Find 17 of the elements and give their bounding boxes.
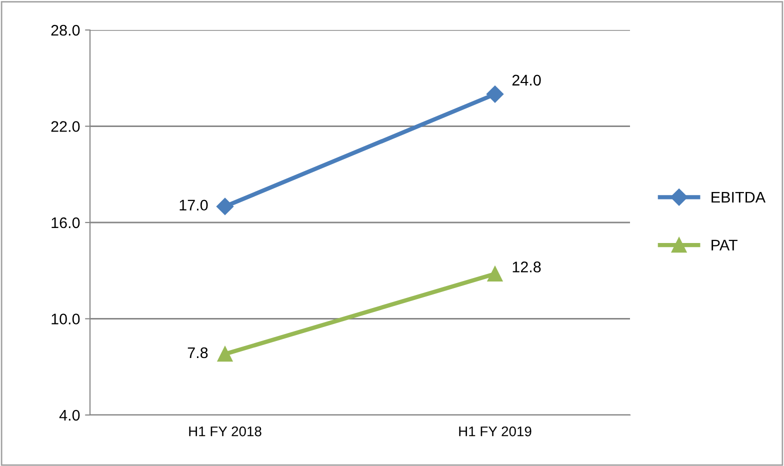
x-tick-label: H1 FY 2019 [459,426,532,436]
point [486,86,504,103]
y-tick-label: 22.0 [51,121,80,132]
y-tick-label: 10.0 [52,314,80,324]
point [487,266,503,282]
data-label: 24.0 [512,74,541,86]
legend-label: PAT [712,240,738,250]
y-tick-label: 4.0 [59,410,80,421]
data-label: 7.8 [188,347,208,358]
legend-label: EBITDA [712,192,766,203]
y-tick-label: 28.0 [51,24,80,36]
point [217,346,233,362]
y-tick-label: 16.0 [52,217,80,228]
data-label: 12.8 [512,262,541,272]
data-label: 17.0 [180,200,208,211]
point [216,198,234,216]
x-tick-label: H1 FY 2018 [189,426,262,436]
